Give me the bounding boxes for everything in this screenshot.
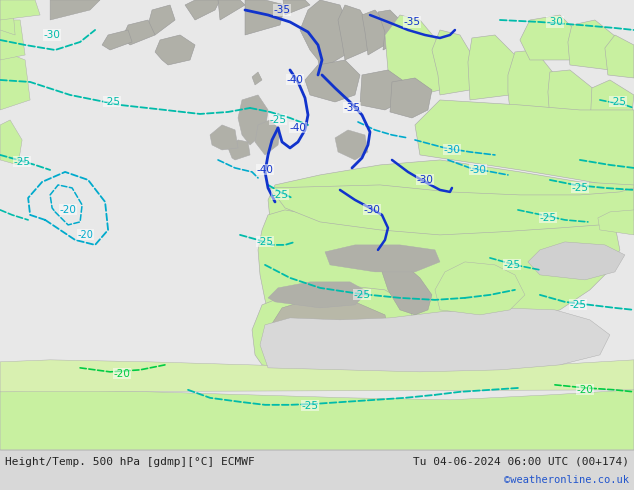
Polygon shape	[468, 35, 515, 100]
Polygon shape	[268, 298, 390, 365]
Polygon shape	[50, 0, 100, 20]
Polygon shape	[268, 160, 634, 235]
Polygon shape	[0, 120, 22, 165]
Text: -30: -30	[417, 175, 434, 185]
Polygon shape	[362, 10, 388, 55]
Polygon shape	[528, 242, 625, 280]
Polygon shape	[415, 100, 634, 190]
Text: -25: -25	[302, 401, 318, 411]
Polygon shape	[520, 15, 580, 60]
Polygon shape	[185, 0, 220, 20]
Polygon shape	[548, 70, 595, 125]
Text: -40: -40	[257, 165, 273, 175]
Polygon shape	[155, 35, 195, 65]
Polygon shape	[300, 0, 350, 70]
Polygon shape	[245, 0, 285, 35]
Polygon shape	[255, 120, 280, 155]
Text: -25: -25	[354, 290, 370, 300]
Polygon shape	[568, 20, 620, 70]
Text: -30: -30	[547, 17, 564, 27]
Text: -25: -25	[269, 115, 287, 125]
Polygon shape	[590, 80, 634, 135]
Text: -25: -25	[569, 300, 586, 310]
Text: -20: -20	[77, 230, 93, 240]
Text: -20: -20	[576, 385, 593, 395]
Text: -25: -25	[13, 157, 30, 167]
Polygon shape	[0, 50, 30, 110]
Text: -20: -20	[60, 205, 77, 215]
Text: -30: -30	[470, 165, 486, 175]
Polygon shape	[382, 255, 432, 315]
Text: -25: -25	[271, 190, 288, 200]
Text: -20: -20	[113, 369, 131, 379]
Polygon shape	[122, 20, 155, 45]
Polygon shape	[228, 140, 250, 160]
Text: -25: -25	[609, 97, 626, 107]
Polygon shape	[338, 5, 372, 60]
Polygon shape	[305, 60, 360, 102]
Text: -30: -30	[363, 205, 380, 215]
Text: -25: -25	[503, 260, 521, 270]
Polygon shape	[0, 0, 40, 20]
Text: -35: -35	[403, 17, 420, 27]
Text: -25: -25	[257, 237, 273, 247]
Polygon shape	[390, 78, 432, 118]
Polygon shape	[0, 360, 634, 392]
Polygon shape	[260, 308, 610, 372]
Polygon shape	[252, 285, 415, 372]
Polygon shape	[0, 390, 634, 450]
Text: -40: -40	[290, 123, 306, 133]
Polygon shape	[218, 0, 245, 20]
Text: -25: -25	[103, 97, 120, 107]
Polygon shape	[102, 30, 132, 50]
Polygon shape	[432, 30, 475, 95]
Polygon shape	[210, 125, 238, 150]
Polygon shape	[0, 0, 15, 35]
Polygon shape	[378, 10, 402, 50]
Polygon shape	[270, 185, 634, 235]
Polygon shape	[385, 15, 445, 100]
Polygon shape	[325, 245, 440, 272]
Polygon shape	[258, 210, 620, 330]
Polygon shape	[335, 130, 368, 160]
Text: Height/Temp. 500 hPa [gdmp][°C] ECMWF: Height/Temp. 500 hPa [gdmp][°C] ECMWF	[5, 457, 255, 467]
Text: -35: -35	[273, 5, 290, 15]
Text: -40: -40	[287, 75, 304, 85]
Text: -25: -25	[571, 183, 588, 193]
Polygon shape	[605, 35, 634, 78]
Polygon shape	[360, 70, 405, 110]
Polygon shape	[508, 50, 555, 110]
Text: -30: -30	[44, 30, 60, 40]
Text: -25: -25	[540, 213, 557, 223]
Polygon shape	[0, 20, 25, 60]
Polygon shape	[252, 72, 262, 85]
Polygon shape	[148, 5, 175, 35]
Polygon shape	[268, 282, 368, 308]
Polygon shape	[238, 95, 268, 145]
Text: Tu 04-06-2024 06:00 UTC (00+174): Tu 04-06-2024 06:00 UTC (00+174)	[413, 457, 629, 467]
Polygon shape	[283, 0, 310, 15]
Text: -35: -35	[344, 103, 361, 113]
Polygon shape	[598, 210, 634, 235]
Text: ©weatheronline.co.uk: ©weatheronline.co.uk	[504, 475, 629, 485]
Polygon shape	[435, 262, 525, 315]
Text: -30: -30	[444, 145, 460, 155]
